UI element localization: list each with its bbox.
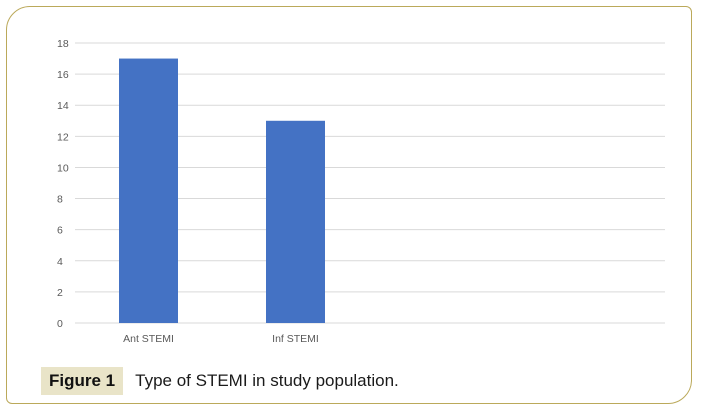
x-tick-label: Inf STEMI — [272, 333, 319, 345]
bar-inf-stemi — [266, 120, 325, 324]
y-tick-label: 0 — [57, 318, 63, 330]
y-tick-label: 18 — [57, 38, 69, 50]
x-tick-label: Ant STEMI — [123, 333, 174, 345]
y-tick-label: 2 — [57, 287, 63, 299]
y-tick-label: 16 — [57, 69, 69, 81]
figure-caption: Figure 1 Type of STEMI in study populati… — [41, 366, 399, 396]
figure-caption-text: Type of STEMI in study population. — [135, 371, 399, 390]
y-tick-label: 10 — [57, 162, 69, 174]
bar-ant-stemi — [119, 58, 178, 324]
y-tick-label: 12 — [57, 131, 69, 143]
y-tick-label: 6 — [57, 225, 63, 237]
y-tick-label: 14 — [57, 100, 69, 112]
figure-label: Figure 1 — [41, 367, 124, 395]
y-tick-label: 8 — [57, 194, 63, 206]
y-tick-label: 4 — [57, 256, 63, 268]
